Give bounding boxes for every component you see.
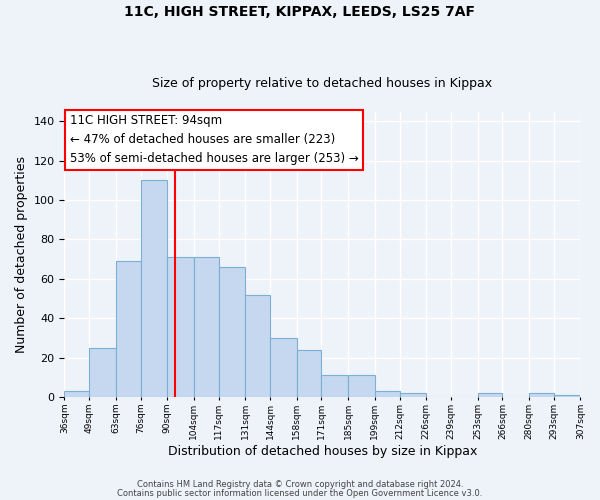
Text: 11C, HIGH STREET, KIPPAX, LEEDS, LS25 7AF: 11C, HIGH STREET, KIPPAX, LEEDS, LS25 7A… [125,5,476,19]
Title: Size of property relative to detached houses in Kippax: Size of property relative to detached ho… [152,76,493,90]
Bar [478,393,502,397]
Bar [270,338,297,397]
Bar [322,376,348,397]
Bar [554,395,580,397]
Bar [194,257,218,397]
Y-axis label: Number of detached properties: Number of detached properties [15,156,28,353]
Bar [375,391,400,397]
Text: Contains public sector information licensed under the Open Government Licence v3: Contains public sector information licen… [118,489,482,498]
Bar [64,391,89,397]
Bar [400,393,426,397]
Bar [245,294,270,397]
X-axis label: Distribution of detached houses by size in Kippax: Distribution of detached houses by size … [168,444,477,458]
Bar [348,376,375,397]
Text: 11C HIGH STREET: 94sqm
← 47% of detached houses are smaller (223)
53% of semi-de: 11C HIGH STREET: 94sqm ← 47% of detached… [70,114,359,166]
Bar [140,180,167,397]
Bar [167,257,194,397]
Bar [218,267,245,397]
Bar [529,393,554,397]
Text: Contains HM Land Registry data © Crown copyright and database right 2024.: Contains HM Land Registry data © Crown c… [137,480,463,489]
Bar [297,350,322,397]
Bar [89,348,116,397]
Bar [116,261,140,397]
